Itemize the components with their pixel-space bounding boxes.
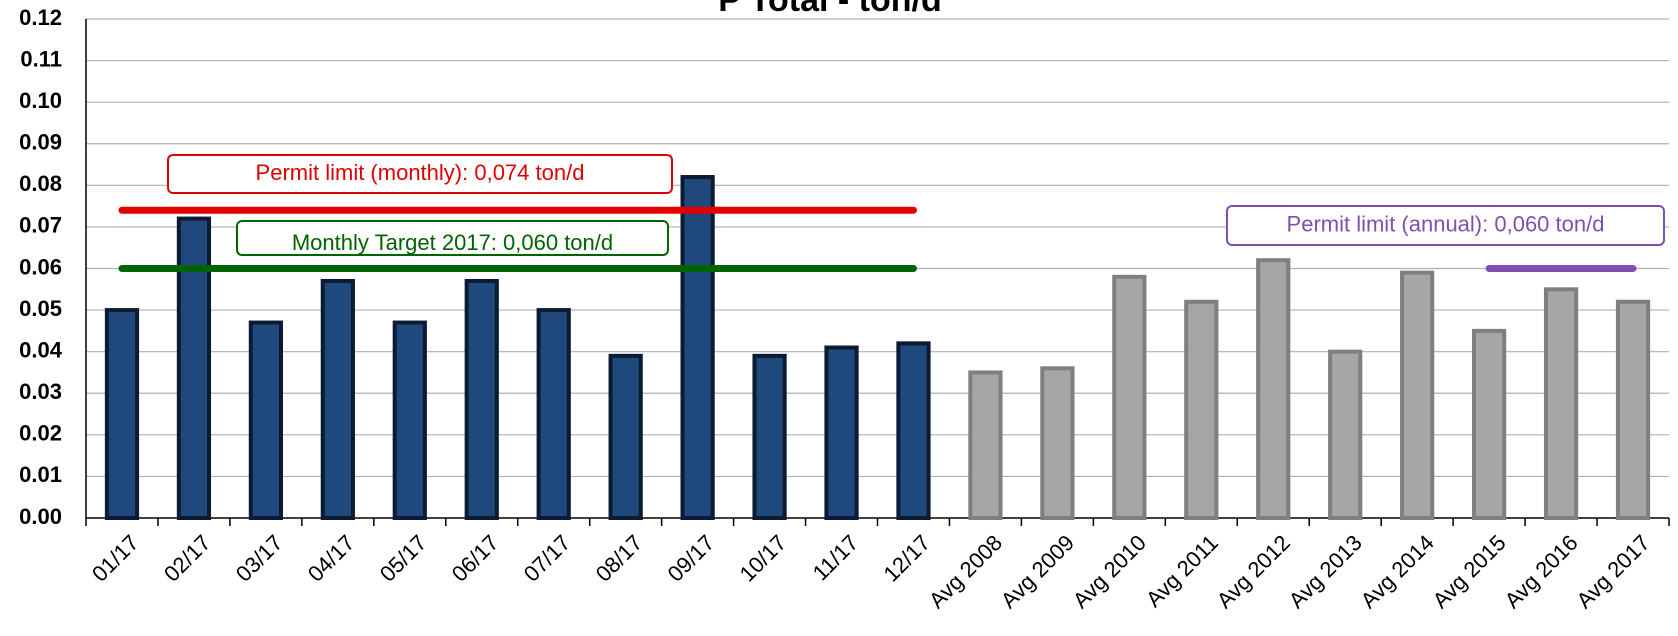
y-tick-label: 0.09 (19, 130, 62, 155)
bar (824, 345, 859, 520)
y-tick-label: 0.08 (19, 171, 62, 196)
bar (1400, 270, 1435, 520)
bar (1543, 287, 1579, 520)
bar (680, 175, 715, 520)
bar (1615, 299, 1651, 520)
x-tick-label: Avg 2013 (1284, 530, 1367, 613)
bar (464, 278, 499, 520)
annotation: Permit limit (annual): 0,060 ton/d (1287, 211, 1605, 236)
y-tick-label: 0.11 (20, 46, 62, 71)
bar (1184, 299, 1219, 520)
y-tick-label: 0.12 (19, 5, 62, 30)
annotation-box (236, 220, 669, 256)
x-tick-label: 02/17 (159, 530, 216, 587)
bar (320, 278, 355, 520)
y-tick-label: 0.07 (19, 213, 62, 238)
bar (104, 308, 140, 521)
bar (968, 370, 1003, 521)
y-tick-label: 0.06 (19, 254, 62, 279)
bar (752, 353, 787, 521)
y-tick-label: 0.10 (19, 88, 62, 113)
bar (536, 308, 571, 521)
x-tick-label: Avg 2017 (1572, 530, 1655, 613)
annotation-box (167, 154, 673, 194)
x-tick-label: 05/17 (375, 530, 432, 587)
x-tick-label: Avg 2010 (1068, 530, 1151, 613)
bar (176, 216, 212, 520)
x-tick-label: 04/17 (303, 530, 360, 587)
chart-title: P Total - ton/d (718, 0, 942, 19)
bar (1472, 328, 1507, 520)
annotation: Monthly Target 2017: 0,060 ton/d (292, 230, 613, 255)
y-tick-label: 0.05 (19, 296, 62, 321)
bar (1256, 258, 1291, 520)
bar (248, 320, 283, 520)
x-tick-label: 01/17 (87, 530, 144, 587)
bar (1040, 366, 1075, 520)
x-tick-label: 11/17 (808, 530, 863, 585)
x-tick-label: 08/17 (591, 530, 648, 587)
x-tick-label: 10/17 (735, 530, 792, 587)
y-tick-label: 0.02 (19, 421, 62, 446)
x-tick-label: Avg 2015 (1428, 530, 1511, 613)
x-tick-label: 03/17 (231, 530, 288, 587)
x-tick-label: Avg 2009 (996, 530, 1079, 613)
annotation-box (1226, 205, 1665, 246)
x-tick-label: 06/17 (447, 530, 504, 587)
x-tick-label: Avg 2012 (1212, 530, 1295, 613)
annotation: Permit limit (monthly): 0,074 ton/d (256, 160, 585, 185)
y-tick-label: 0.03 (19, 379, 62, 404)
x-tick-label: 12/17 (879, 530, 936, 587)
x-tick-label: Avg 2016 (1500, 530, 1583, 613)
y-tick-label: 0.04 (19, 337, 63, 362)
y-tick-label: 0.01 (19, 462, 62, 487)
y-tick-label: 0.00 (19, 504, 62, 529)
x-tick-label: Avg 2008 (924, 530, 1007, 613)
x-tick-label: Avg 2011 (1141, 530, 1223, 612)
bar (608, 353, 643, 521)
bar (1112, 274, 1147, 521)
bar (896, 341, 931, 520)
bar (1328, 349, 1363, 520)
bar (392, 320, 427, 520)
x-tick-label: 09/17 (663, 530, 720, 587)
x-tick-label: 07/17 (519, 530, 576, 587)
x-tick-label: Avg 2014 (1356, 530, 1439, 613)
